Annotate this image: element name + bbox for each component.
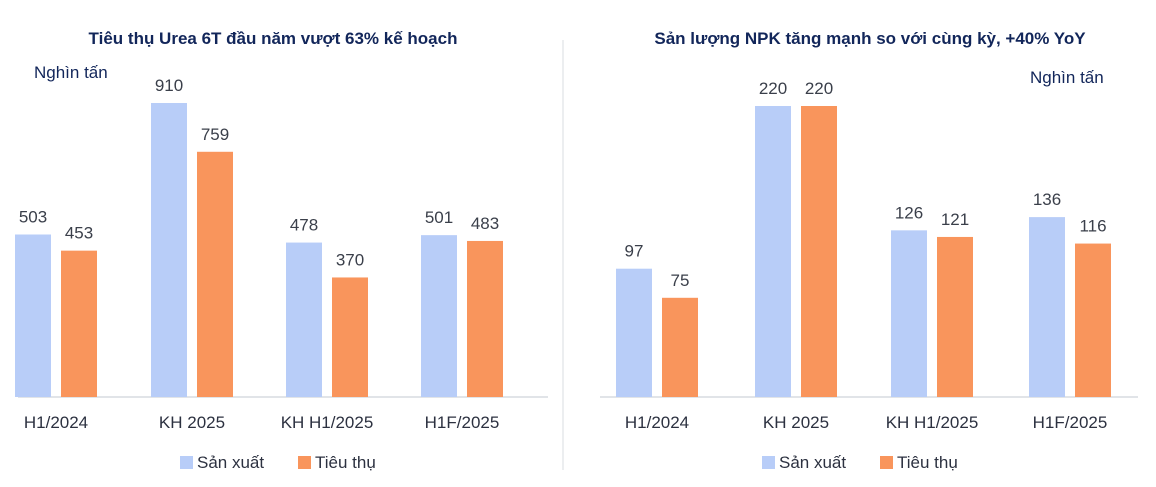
- npk-bar-tieu-thu-kh-h1-2025: [937, 236, 973, 397]
- npk-category-label-kh-h1-2025: KH H1/2025: [886, 413, 979, 432]
- urea-bar-san-xuat-kh-h1-2025: [286, 242, 322, 397]
- urea-value-label-tieu-thu-h1f-2025: 483: [471, 214, 499, 233]
- urea-legend-swatch-tieu-thu: [298, 456, 311, 469]
- urea-legend-tieu-thu: Tiêu thụ: [315, 453, 376, 472]
- npk-chart: Sản lượng NPK tăng mạnh so với cùng kỳ, …: [600, 29, 1138, 472]
- npk-bar-san-xuat-h1-2024: [616, 268, 652, 397]
- npk-category-label-h1f-2025: H1F/2025: [1033, 413, 1108, 432]
- npk-value-label-tieu-thu-h1f-2025: 116: [1079, 217, 1106, 236]
- npk-bar-tieu-thu-h1-2024: [662, 297, 698, 397]
- urea-category-label-h1f-2025: H1F/2025: [425, 413, 500, 432]
- npk-category-label-kh-2025: KH 2025: [763, 413, 829, 432]
- urea-unit-label: Nghìn tấn: [34, 63, 108, 82]
- npk-bar-san-xuat-kh-h1-2025: [891, 230, 927, 397]
- npk-bar-san-xuat-h1f-2025: [1029, 217, 1065, 397]
- urea-value-label-san-xuat-h1f-2025: 501: [425, 208, 453, 227]
- npk-bars: 97 75 H1/2024 220 220 KH 2025 126 121 KH H1/2025…: [616, 79, 1111, 432]
- urea-value-label-tieu-thu-kh-2025: 759: [201, 125, 229, 144]
- urea-chart: Tiêu thụ Urea 6T đầu năm vượt 63% kế hoạ…: [15, 29, 548, 472]
- urea-category-label-h1-2024: H1/2024: [24, 413, 88, 432]
- npk-unit-label: Nghìn tấn: [1030, 68, 1104, 87]
- npk-legend-swatch-tieu-thu: [880, 456, 893, 469]
- npk-value-label-tieu-thu-kh-2025: 220: [805, 79, 833, 98]
- urea-legend-swatch-san-xuat: [180, 456, 193, 469]
- urea-value-label-san-xuat-h1-2024: 503: [19, 207, 47, 226]
- npk-value-label-san-xuat-h1-2024: 97: [625, 242, 644, 261]
- npk-legend-swatch-san-xuat: [762, 456, 775, 469]
- npk-value-label-tieu-thu-h1-2024: 75: [671, 271, 690, 290]
- urea-bar-tieu-thu-kh-2025: [197, 151, 233, 397]
- urea-bar-san-xuat-kh-2025: [151, 103, 187, 397]
- urea-bar-tieu-thu-h1-2024: [61, 250, 97, 397]
- npk-value-label-san-xuat-kh-h1-2025: 126: [895, 203, 923, 222]
- urea-value-label-tieu-thu-h1-2024: 453: [65, 224, 93, 243]
- npk-legend-tieu-thu: Tiêu thụ: [897, 453, 958, 472]
- npk-value-label-san-xuat-h1f-2025: 136: [1033, 190, 1061, 209]
- urea-category-label-kh-2025: KH 2025: [159, 413, 225, 432]
- urea-value-label-tieu-thu-kh-h1-2025: 370: [336, 250, 364, 269]
- npk-chart-title: Sản lượng NPK tăng mạnh so với cùng kỳ, …: [654, 29, 1086, 48]
- urea-bar-tieu-thu-kh-h1-2025: [332, 277, 368, 397]
- npk-bar-tieu-thu-h1f-2025: [1075, 243, 1111, 397]
- urea-bar-san-xuat-h1f-2025: [421, 235, 457, 397]
- urea-bar-san-xuat-h1-2024: [15, 234, 51, 397]
- urea-value-label-san-xuat-kh-h1-2025: 478: [290, 216, 318, 235]
- urea-bars: 503 453 H1/2024 910 759 KH 2025 478 370 KH H1/20…: [15, 76, 503, 432]
- npk-bar-san-xuat-kh-2025: [755, 106, 791, 397]
- npk-bar-tieu-thu-kh-2025: [801, 106, 837, 397]
- npk-value-label-tieu-thu-kh-h1-2025: 121: [941, 210, 969, 229]
- urea-legend-san-xuat: Sản xuất: [197, 453, 264, 472]
- npk-category-label-h1-2024: H1/2024: [625, 413, 689, 432]
- urea-category-label-kh-h1-2025: KH H1/2025: [281, 413, 374, 432]
- urea-bar-tieu-thu-h1f-2025: [467, 240, 503, 397]
- urea-chart-title: Tiêu thụ Urea 6T đầu năm vượt 63% kế hoạ…: [89, 29, 458, 48]
- urea-value-label-san-xuat-kh-2025: 910: [155, 76, 183, 95]
- npk-value-label-san-xuat-kh-2025: 220: [759, 79, 787, 98]
- npk-legend-san-xuat: Sản xuất: [779, 453, 846, 472]
